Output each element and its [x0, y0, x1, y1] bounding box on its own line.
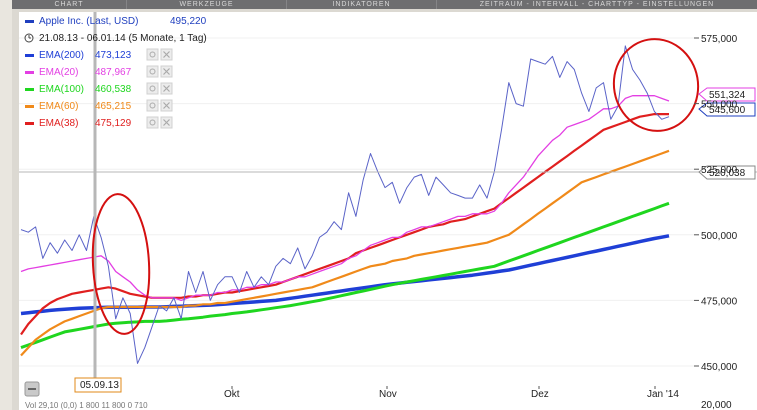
- legend-row-ema-200-: EMA(200) 473,123: [25, 48, 173, 61]
- settings-icon[interactable]: [146, 82, 159, 95]
- legend-main-name: Apple Inc. (Last, USD): [39, 16, 138, 27]
- legend-indicator-name: EMA(200): [39, 50, 84, 61]
- price-box-ema20: 551,324: [698, 87, 756, 102]
- gear-icon: [149, 102, 156, 109]
- legend-swatch: [25, 88, 34, 91]
- legend-indicator-name: EMA(100): [39, 84, 84, 95]
- annotation-circle-left: [91, 193, 151, 335]
- settings-icon[interactable]: [146, 116, 159, 129]
- legend-swatch: [25, 54, 34, 57]
- y-tick-label: 575,000: [701, 34, 738, 45]
- menu-indikatoren[interactable]: INDIKATOREN: [287, 0, 437, 9]
- legend-swatch: [25, 122, 34, 125]
- series-line-apple-inc-last-usd-: [20, 45, 670, 364]
- annotation-circle-right: [612, 38, 700, 132]
- y-tick-label: 475,000: [701, 296, 738, 307]
- price-chart[interactable]: Apple Inc. (Last, USD) 495,220 21.08.13 …: [19, 12, 757, 410]
- gear-icon: [149, 51, 156, 58]
- legend-indicator-name: EMA(60): [39, 101, 78, 112]
- price-box-last-label: 545,600: [709, 105, 746, 116]
- y-tick-label: 500,000: [701, 231, 738, 242]
- crosshair-price-label: 520,038: [709, 168, 746, 179]
- x-axis-panel: [19, 386, 757, 410]
- legend-swatch: [25, 105, 34, 108]
- settings-icon[interactable]: [146, 99, 159, 112]
- menu-zeitraum-einstellungen[interactable]: ZEITRAUM - INTERVALL - CHARTTYP - EINSTE…: [479, 1, 715, 8]
- legend-period: 21.08.13 - 06.01.14 (5 Monate, 1 Tag): [39, 33, 207, 44]
- y-axis-panel: [694, 12, 757, 386]
- menu-werkzeuge[interactable]: WERKZEUGE: [127, 0, 287, 9]
- legend-indicator-name: EMA(20): [39, 67, 78, 78]
- close-icon: [163, 51, 170, 58]
- close-icon: [163, 119, 170, 126]
- y-tick-label: 525,000: [701, 165, 738, 176]
- chart-window: CHART WERKZEUGE INDIKATOREN ZEITRAUM - I…: [12, 0, 757, 410]
- x-tick-label: Okt: [224, 389, 240, 400]
- gear-icon: [149, 85, 156, 92]
- legend-main-value: 495,220: [170, 16, 207, 27]
- legend-row-ema-100-: EMA(100) 460,538: [25, 82, 173, 95]
- legend-indicator-value: 475,129: [95, 118, 132, 129]
- y-tick-label: 20,000: [701, 400, 732, 410]
- close-icon: [163, 68, 170, 75]
- y-tick-label: 550,000: [701, 100, 738, 111]
- crosshair-date-box: 05.09.13: [74, 377, 122, 393]
- series-line-ema-38-: [20, 112, 669, 336]
- y-tick-label: 450,000: [701, 362, 738, 373]
- clock-icon: [24, 33, 34, 43]
- legend-indicator-name: EMA(38): [39, 118, 78, 129]
- price-box-last: 545,600: [698, 102, 756, 117]
- crosshair-date-label: 05.09.13: [80, 380, 119, 391]
- series-line-ema-20-: [20, 95, 670, 302]
- close-icon: [163, 102, 170, 109]
- legend-indicator-value: 473,123: [95, 50, 132, 61]
- legend-row-ema-38-: EMA(38) 475,129: [25, 116, 173, 129]
- menu-chart[interactable]: CHART: [12, 0, 127, 9]
- x-tick-label: Nov: [379, 389, 397, 400]
- x-tick-label: Jan '14: [647, 389, 679, 400]
- settings-icon[interactable]: [146, 65, 159, 78]
- legend-indicator-value: 487,967: [95, 67, 132, 78]
- series-line-ema-100-: [20, 201, 670, 350]
- legend-indicator-value: 465,215: [95, 101, 132, 112]
- legend-indicator-value: 460,538: [95, 84, 132, 95]
- price-box-ema20-label: 551,324: [709, 90, 746, 101]
- gear-icon: [149, 119, 156, 126]
- close-icon: [163, 85, 170, 92]
- gear-icon: [149, 68, 156, 75]
- chart-legend: Apple Inc. (Last, USD) 495,220 21.08.13 …: [24, 16, 207, 129]
- legend-row-ema-20-: EMA(20) 487,967: [25, 65, 173, 78]
- legend-swatch: [25, 71, 34, 74]
- minus-icon: [28, 388, 36, 390]
- legend-row-ema-60-: EMA(60) 465,215: [25, 99, 173, 112]
- price-box-crosshair: 520,038: [698, 165, 756, 180]
- x-tick-label: Dez: [531, 389, 549, 400]
- bottom-indicator-text: Vol 29,10 (0,0) 1 800 11 800 0 710: [25, 401, 148, 410]
- chart-area: Apple Inc. (Last, USD) 495,220 21.08.13 …: [19, 12, 757, 410]
- settings-icon[interactable]: [146, 48, 159, 61]
- legend-swatch-main: [25, 20, 34, 23]
- chart-toolbar: CHART WERKZEUGE INDIKATOREN ZEITRAUM - I…: [12, 0, 757, 9]
- series-line-ema-60-: [20, 149, 670, 357]
